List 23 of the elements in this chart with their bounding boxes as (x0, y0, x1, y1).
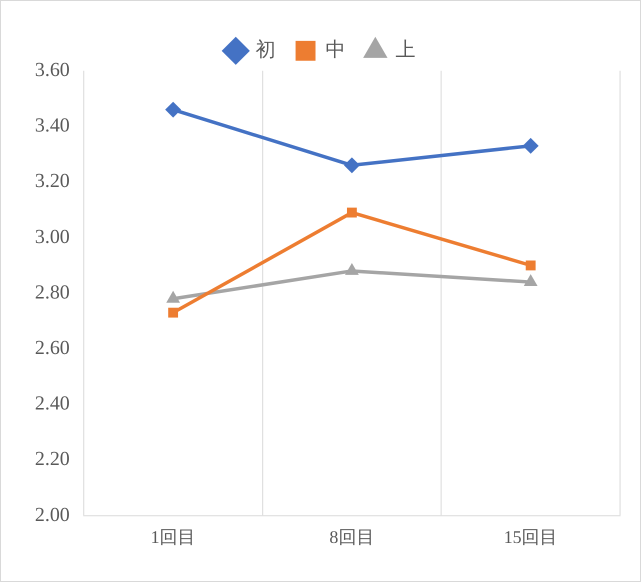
point (524, 274, 538, 286)
y-tick-label: 3.00 (34, 226, 70, 248)
y-tick-label: 2.00 (34, 504, 70, 526)
x-tick-label: 8回目 (329, 527, 374, 548)
point (526, 260, 536, 270)
point (346, 208, 357, 218)
x-tick-label: 1回目 (150, 527, 196, 548)
y-tick-label: 3.20 (34, 170, 70, 192)
point (522, 138, 539, 154)
y-tick-label: 2.80 (34, 281, 70, 304)
legend-label: 中 (325, 39, 346, 62)
point (344, 262, 359, 275)
y-tick-label: 2.20 (34, 448, 70, 470)
y-tick-label: 2.40 (34, 392, 70, 415)
legend-label: 上 (395, 39, 416, 62)
point (344, 157, 360, 174)
y-tick-label: 3.40 (34, 114, 70, 137)
y-tick-label: 2.60 (34, 337, 70, 360)
x-tick-label: 15回目 (504, 527, 558, 548)
point (165, 102, 182, 118)
legend-label: 初 (256, 39, 276, 62)
y-tick-label: 3.60 (34, 58, 70, 81)
point (166, 290, 180, 303)
